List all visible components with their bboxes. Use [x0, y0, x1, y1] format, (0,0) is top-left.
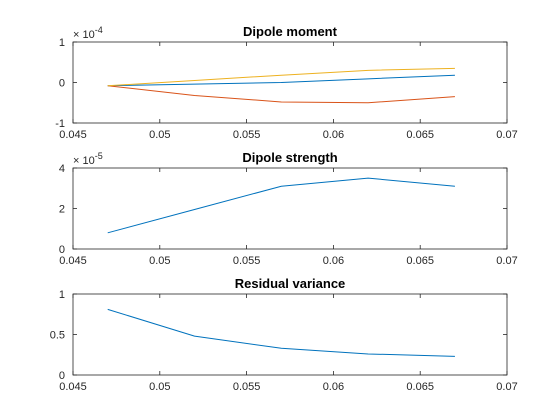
- series-line-2: [107, 85, 455, 104]
- series-line-1: [107, 177, 455, 234]
- y-tick-label: 0: [59, 370, 65, 382]
- chart-title: Dipole strength: [242, 150, 337, 165]
- y-tick-label: 0: [59, 244, 65, 256]
- x-tick-label: 0.07: [496, 129, 517, 141]
- x-tick-label: 0.055: [233, 129, 261, 141]
- x-tick-label: 0.065: [406, 381, 434, 393]
- x-tick-label: 0.045: [59, 381, 87, 393]
- series-line-1: [107, 74, 455, 87]
- plot-area: [73, 168, 507, 249]
- x-tick-label: 0.07: [496, 381, 517, 393]
- x-tick-label: 0.06: [323, 255, 344, 267]
- x-tick-label: 0.045: [59, 255, 87, 267]
- x-tick-label: 0.055: [233, 255, 261, 267]
- y-tick-label: 1: [59, 289, 65, 301]
- x-tick-label: 0.065: [406, 255, 434, 267]
- y-exponent-label: × 10-4: [73, 25, 103, 41]
- chart-title: Residual variance: [235, 276, 346, 291]
- chart-title: Dipole moment: [243, 24, 338, 39]
- x-tick-label: 0.05: [149, 381, 170, 393]
- y-tick-label: -1: [55, 118, 65, 130]
- y-tick-label: 0.5: [50, 330, 65, 342]
- series-line-3: [107, 67, 455, 87]
- x-tick-label: 0.055: [233, 381, 261, 393]
- x-tick-label: 0.06: [323, 381, 344, 393]
- x-tick-label: 0.065: [406, 129, 434, 141]
- subplot-3: 0.045 0.05 0.055 0.06 0.065 0.07 0 0.5 1 Residual…: [50, 276, 518, 393]
- x-tick-label: 0.05: [149, 255, 170, 267]
- series-line-1: [107, 308, 455, 357]
- y-tick-label: 0: [59, 78, 65, 90]
- subplot-2: 0.045 0.05 0.055 0.06 0.065 0.07 0 2 4 × 10-5 Dipo…: [59, 150, 518, 267]
- x-tick-label: 0.07: [496, 255, 517, 267]
- x-tick-label: 0.05: [149, 129, 170, 141]
- y-tick-label: 1: [59, 37, 65, 49]
- x-tick-label: 0.06: [323, 129, 344, 141]
- y-exponent-label: × 10-5: [73, 151, 103, 167]
- y-tick-label: 4: [59, 163, 65, 175]
- subplot-1: 0.045 0.05 0.055 0.06 0.065 0.07 -1 0 1 × 10-4 Dip…: [55, 24, 517, 141]
- x-tick-label: 0.045: [59, 129, 87, 141]
- plot-area: [73, 294, 507, 375]
- y-tick-label: 2: [59, 204, 65, 216]
